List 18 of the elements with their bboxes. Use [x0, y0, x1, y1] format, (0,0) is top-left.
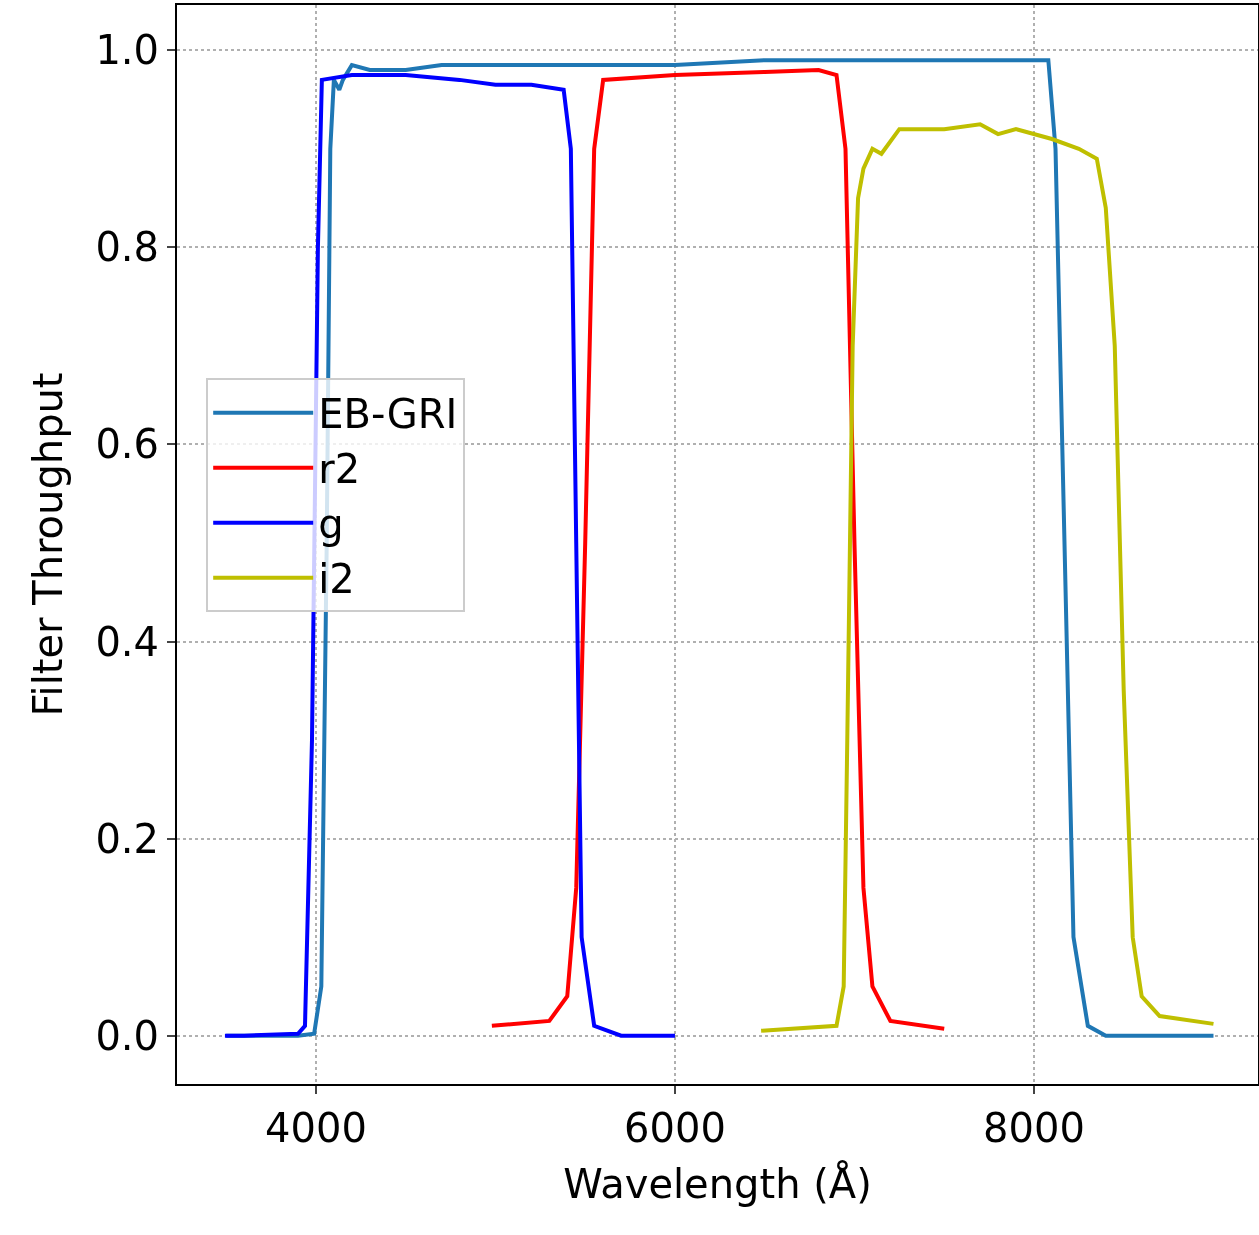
- line-series: [759, 122, 1216, 1033]
- y-tick-label: 0.0: [95, 1012, 159, 1059]
- legend-label: g: [318, 501, 344, 548]
- x-tick-label: 6000: [624, 1105, 726, 1151]
- legend-label: EB-GRI: [318, 391, 458, 438]
- y-tick-label: 0.6: [95, 421, 159, 468]
- y-tick-label: 1.0: [95, 27, 159, 74]
- y-axis-title: Filter Throughput: [25, 372, 72, 717]
- x-tick-label: 8000: [983, 1105, 1085, 1151]
- legend-label: i2: [318, 556, 355, 603]
- y-tick-label: 0.4: [95, 618, 159, 665]
- legend-label: r2: [318, 446, 361, 493]
- x-tick-label: 4000: [265, 1105, 367, 1151]
- line-series: [222, 72, 677, 1038]
- x-axis-title: Wavelength (Å): [563, 1160, 872, 1207]
- line-series: [489, 68, 947, 1031]
- y-tick-label: 0.2: [95, 815, 159, 862]
- y-tick-label: 0.8: [95, 224, 159, 271]
